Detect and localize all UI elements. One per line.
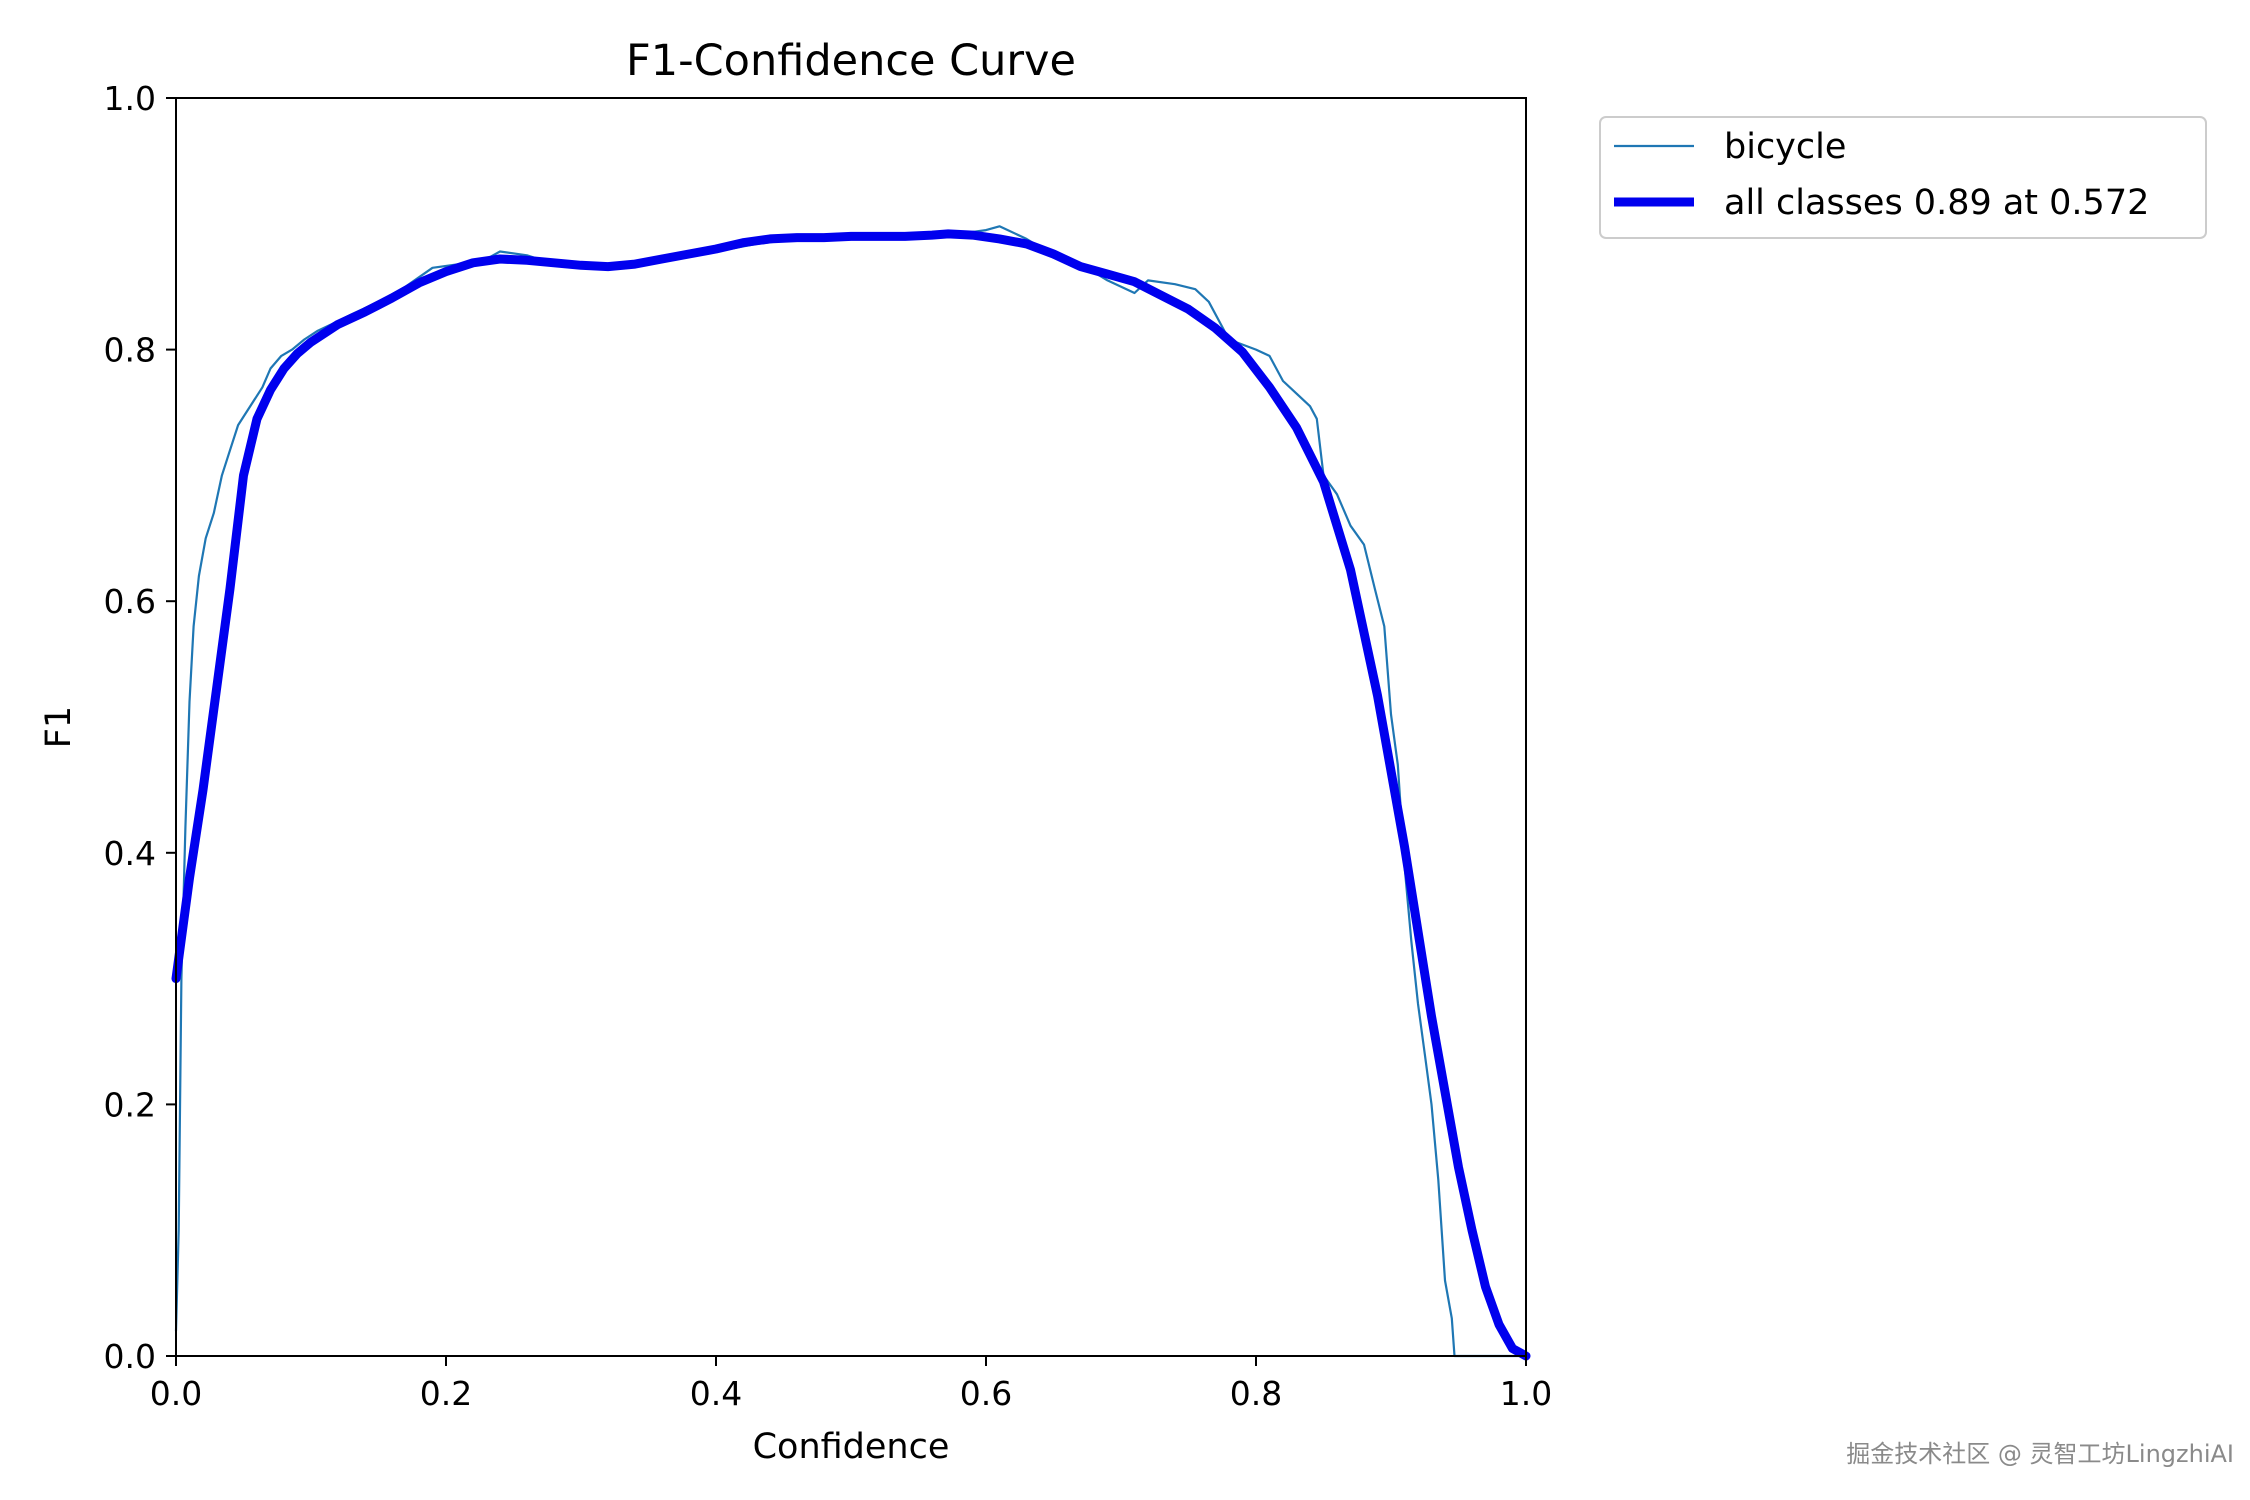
series-line-all-classes [171,229,1531,1361]
series-line-bicycle [174,225,1528,1358]
y-axis-label: F1 [39,706,79,748]
legend-box [1599,116,2207,239]
watermark: 掘金技术社区 @ 灵智工坊LingzhiAI [1846,1440,2234,1468]
legend-label-bicycle: bicycle [1724,127,1846,167]
plot-area [171,225,1531,1361]
legend-label-all-classes: all classes 0.89 at 0.572 [1724,183,2149,223]
x-tick-label: 0.6 [960,1374,1012,1413]
x-tick-label: 1.0 [1500,1374,1552,1413]
x-tick-label: 0.4 [690,1374,742,1413]
chart-title: F1-Confidence Curve [626,36,1076,86]
y-tick-label: 1.0 [104,79,156,118]
plot-frame [175,97,1527,1357]
y-axis-ticks: 0.0 0.2 0.4 0.6 0.8 1.0 [104,79,176,1376]
x-tick-label: 0.0 [150,1374,202,1413]
legend: bicycle all classes 0.89 at 0.572 [1599,116,2207,239]
y-tick-label: 0.6 [104,582,156,621]
y-tick-label: 0.8 [104,331,156,370]
x-axis-label: Confidence [753,1427,950,1467]
x-tick-label: 0.8 [1230,1374,1282,1413]
x-tick-label: 0.2 [420,1374,472,1413]
y-tick-label: 0.4 [104,834,156,873]
y-tick-label: 0.2 [104,1085,156,1124]
y-tick-label: 0.0 [104,1337,156,1376]
x-axis-ticks: 0.0 0.2 0.4 0.6 0.8 1.0 [150,1356,1552,1413]
